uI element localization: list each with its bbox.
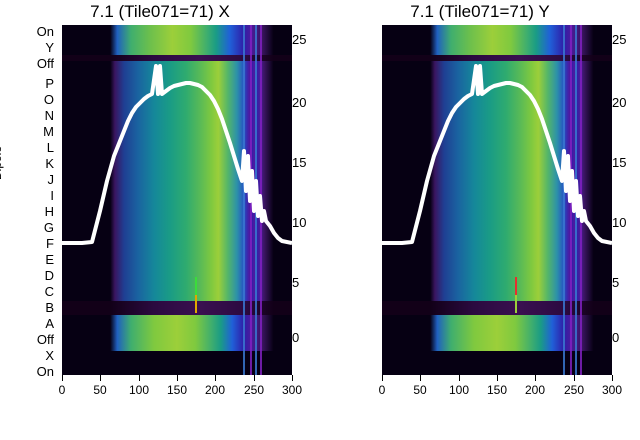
y-tick-y-25: -25 (356, 32, 375, 47)
y-tick-y-5r: 5 (612, 275, 619, 290)
x-axis-x: 0 50 100 150 200 250 300 (62, 375, 292, 415)
y-tick-y-10: -10 (356, 215, 375, 230)
y-tick-y-20: -20 (356, 95, 375, 110)
row-labels-left-x: On Y Off P O N M L K J I H G F E D C B A… (2, 25, 58, 375)
y-tick-x-25r: 25 (292, 32, 306, 47)
row-labels-right-y: On Y Off P O N M L K J I H G F E D C B A… (636, 25, 640, 375)
heat-band-bottom-x (62, 315, 292, 351)
y-tick-y-25r: 25 (612, 32, 626, 47)
heat-band-bottom-y (382, 315, 612, 351)
dual-heatmap-view: 7.1 (Tile071=71) X Dipole -25 -20 -15 (0, 0, 640, 440)
heatmap-plot-x[interactable] (62, 25, 292, 375)
signal-line-y (382, 61, 612, 301)
signal-line-x (62, 61, 292, 301)
panel-x: 7.1 (Tile071=71) X Dipole -25 -20 -15 (0, 0, 320, 440)
y-tick-y-15: -15 (356, 155, 375, 170)
y-tick-y-0: 0 (368, 330, 375, 345)
panel-title-x: 7.1 (Tile071=71) X (0, 2, 320, 22)
y-tick-x-20r: 20 (292, 95, 306, 110)
heat-gap-bottom-y (382, 301, 612, 315)
heat-band-top-y (382, 25, 612, 55)
y-tick-y-0r: 0 (612, 330, 619, 345)
y-tick-x-10r: 10 (292, 215, 306, 230)
panel-y: 7.1 (Tile071=71) Y -25 -20 -15 -10 -5 0 … (320, 0, 640, 440)
y-tick-y-10r: 10 (612, 215, 626, 230)
y-tick-y-20r: 20 (612, 95, 626, 110)
heat-band-top-x (62, 25, 292, 55)
y-tick-x-15r: 15 (292, 155, 306, 170)
heatmap-plot-y[interactable] (382, 25, 612, 375)
y-tick-y-5: -5 (362, 275, 374, 290)
y-tick-y-15r: 15 (612, 155, 626, 170)
y-tick-x-0r: 0 (292, 330, 299, 345)
panel-title-y: 7.1 (Tile071=71) Y (320, 2, 640, 22)
heat-gap-bottom-x (62, 301, 292, 315)
y-tick-x-5r: 5 (292, 275, 299, 290)
x-axis-y: 0 50 100 150 200 250 300 (382, 375, 612, 415)
